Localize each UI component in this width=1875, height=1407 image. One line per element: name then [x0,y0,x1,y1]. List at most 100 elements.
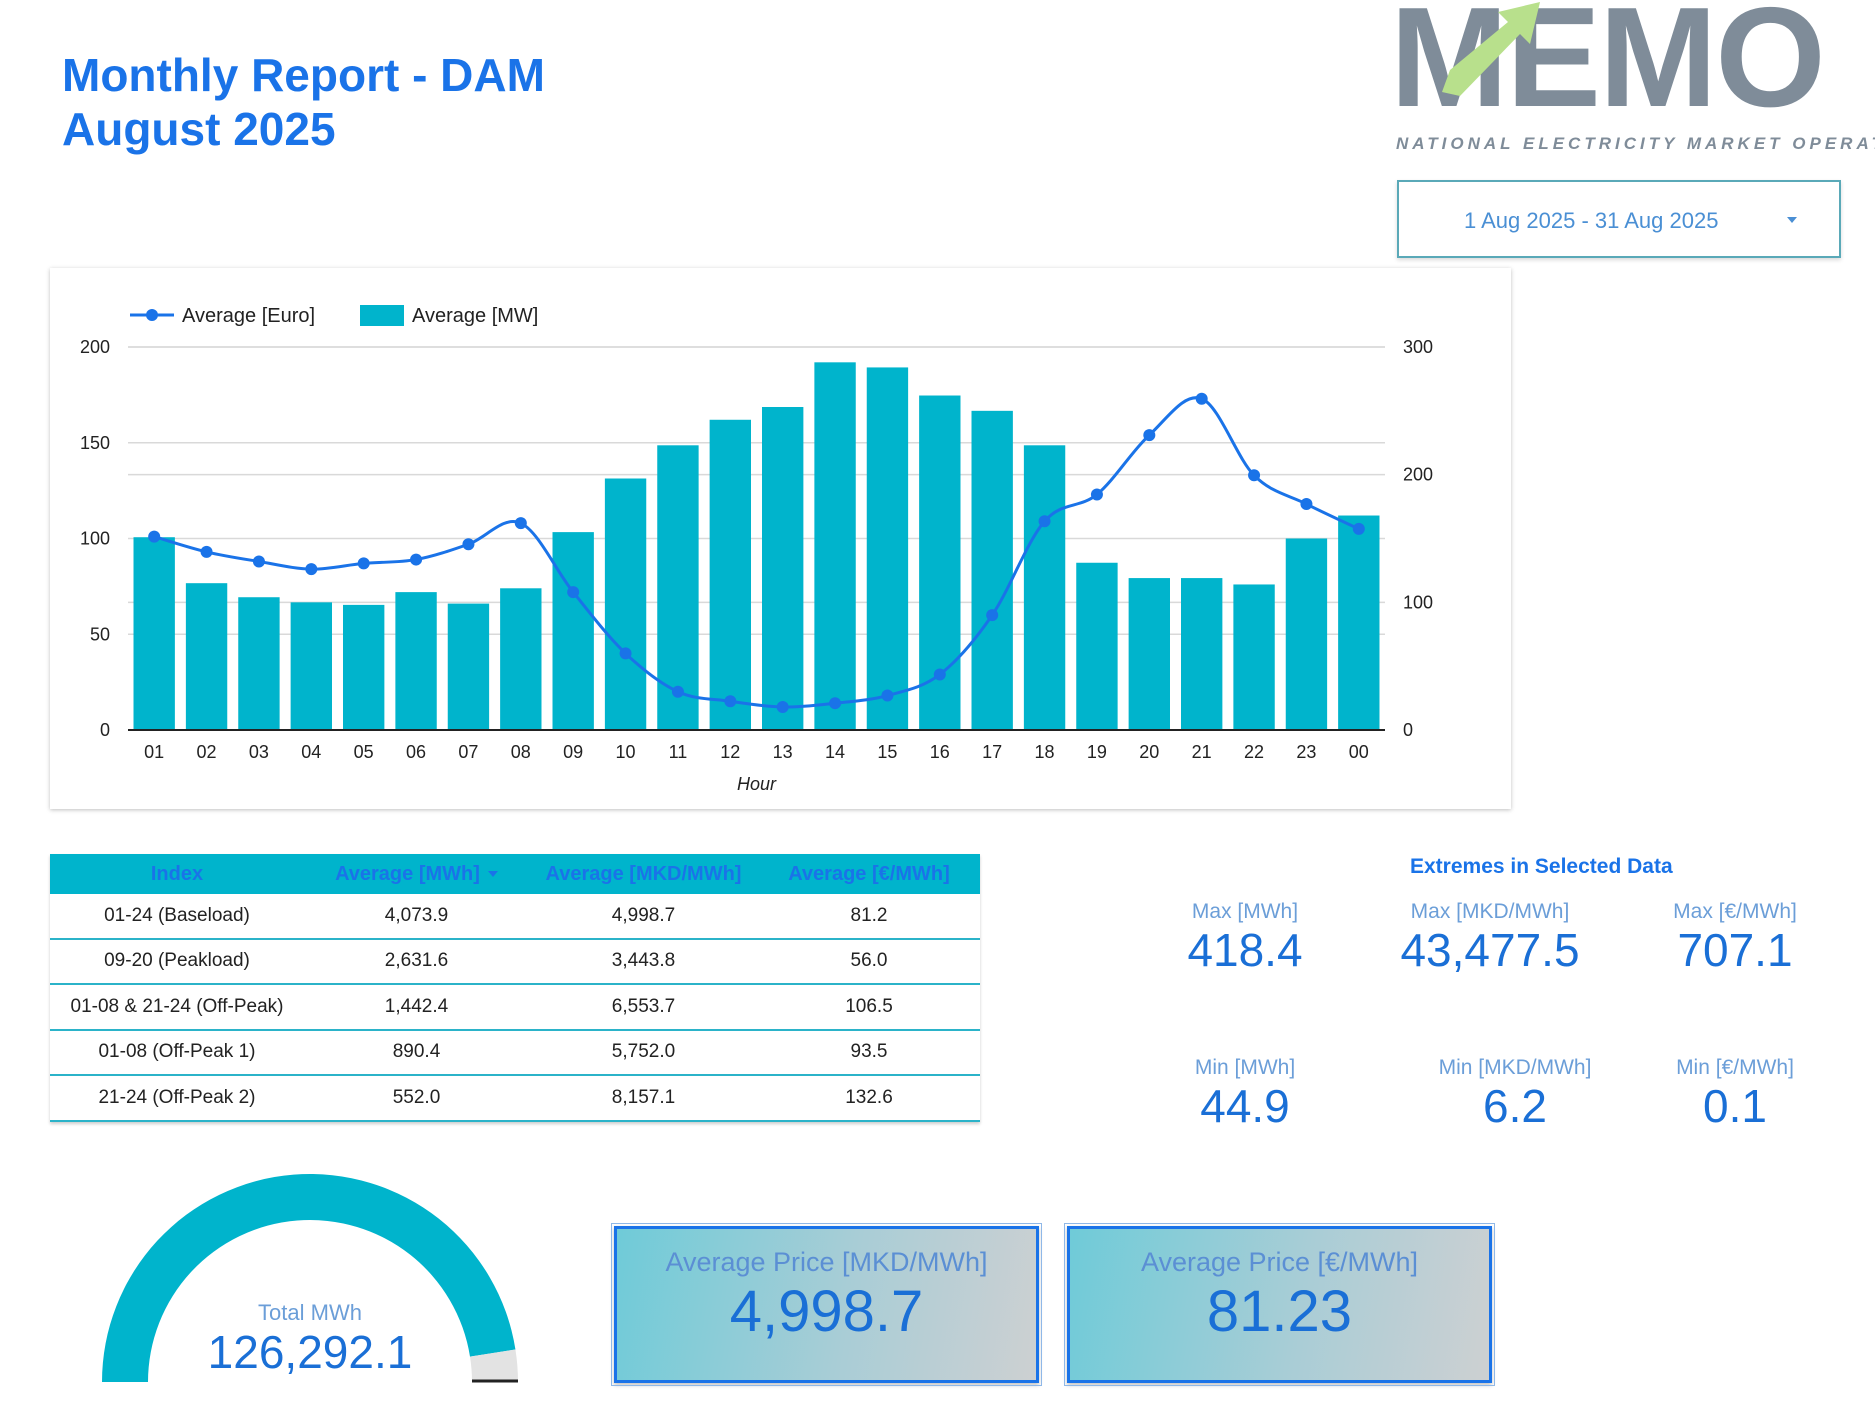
cell-avg-mkd: 6,553.7 [611,995,676,1017]
gauge-arc [102,1173,518,1383]
line-point-09 [567,586,580,599]
cell-index: 01-08 & 21-24 (Off-Peak) [70,995,284,1017]
y-left-tick-label: 50 [90,624,110,644]
kpi-min-mkd-label: Min [MKD/MWh] [1438,1056,1592,1079]
bar-09 [552,532,594,730]
line-point-19 [1090,488,1103,501]
x-tick-label: 21 [1192,742,1212,762]
line-series-average-euro [153,396,1360,709]
line-point-21 [1195,392,1208,405]
bar-08 [500,588,542,730]
x-tick-label: 01 [144,742,164,762]
bar-12 [709,419,752,730]
legend-label-euro: Average [Euro] [182,305,315,327]
line-point-12 [724,695,737,708]
cell-avg-mwh: 890.4 [392,1041,441,1063]
col-header-avg-mwh[interactable]: Average [MWh] [304,863,529,886]
y-right-tick-label: 100 [1403,592,1433,612]
legend-bar-swatch [360,305,404,326]
y-left-tick-label: 100 [80,529,110,549]
kpi-min-mwh-label: Min [MWh] [1194,1056,1296,1079]
col-header-avg-mwh-label: Average [MWh] [335,862,480,885]
kpi-max-mkd-label: Max [MKD/MWh] [1410,900,1570,923]
avg-price-eur-value: 81.23 [1206,1279,1353,1344]
avg-price-eur-label: Average Price [€/MWh] [1140,1247,1419,1277]
x-tick-label: 14 [825,742,845,762]
bar-20 [1128,578,1171,730]
kpi-max-mkd: Max [MKD/MWh] 43,477.5 [1390,900,1590,976]
line-point-08 [514,517,527,530]
line-point-05 [357,557,370,570]
x-tick-label: 15 [877,742,897,762]
legend-label-mw: Average [MW] [412,305,538,327]
x-tick-label: 16 [930,742,950,762]
line-point-10 [619,647,632,660]
bar-19 [1076,562,1118,730]
x-tick-label: 23 [1296,742,1316,762]
memo-logo: MEMO NATIONAL ELECTRICITY MARKET OPERATO… [1390,0,1875,160]
total-mwh-gauge: Total MWh 126,292.1 [95,1170,525,1390]
line-point-01 [148,530,161,543]
kpi-min-eur: Min [€/MWh] 0.1 [1660,1056,1810,1132]
col-header-index[interactable]: Index [150,862,204,885]
x-tick-label: 03 [249,742,269,762]
line-point-04 [305,563,318,576]
kpi-min-mkd-value: 6.2 [1483,1080,1547,1132]
bar-05 [342,604,385,730]
line-point-18 [1038,515,1051,528]
date-range-label: 1 Aug 2025 - 31 Aug 2025 [1464,208,1719,233]
x-tick-label: 19 [1087,742,1107,762]
cell-index: 01-08 (Off-Peak 1) [98,1041,256,1063]
bar-03 [238,597,280,730]
line-point-00 [1352,522,1365,535]
avg-price-eur-card: Average Price [€/MWh] 81.23 [1064,1223,1495,1386]
gauge-fill [102,1173,516,1382]
chevron-down-icon[interactable] [1787,217,1797,223]
avg-price-mkd-label: Average Price [MKD/MWh] [665,1247,988,1277]
cell-index: 21-24 (Off-Peak 2) [98,1086,256,1108]
logo-tagline: NATIONAL ELECTRICITY MARKET OPERATOR [1396,134,1875,153]
line-point-11 [671,685,684,698]
sort-desc-icon [487,871,498,878]
report-title: Monthly Report - DAM August 2025 [62,48,545,156]
kpi-max-mwh-label: Max [MWh] [1191,900,1299,923]
table-row: 09-20 (Peakload) 2,631.6 3,443.8 56.0 [50,940,980,985]
x-tick-label: 02 [197,742,217,762]
kpi-min-mwh: Min [MWh] 44.9 [1175,1056,1315,1132]
y-right-tick-label: 300 [1403,337,1433,357]
cell-index: 09-20 (Peakload) [104,950,250,972]
table-row: 01-24 (Baseload) 4,073.9 4,998.7 81.2 [50,894,980,940]
table-row: 21-24 (Off-Peak 2) 552.0 8,157.1 132.6 [50,1076,980,1122]
cell-avg-eur: 81.2 [850,904,888,926]
kpi-max-mwh: Max [MWh] 418.4 [1175,900,1315,976]
bar-02 [185,583,228,730]
kpi-min-eur-label: Min [€/MWh] [1676,1056,1794,1079]
y-left-tick-label: 0 [100,720,110,740]
cell-index: 01-24 (Baseload) [104,904,250,926]
cell-avg-mwh: 4,073.9 [384,904,449,926]
bar-13 [761,407,804,730]
col-header-avg-mkd[interactable]: Average [MKD/MWh] [545,862,742,885]
line-point-13 [776,701,789,714]
x-tick-label: 09 [563,742,583,762]
kpi-min-mkd: Min [MKD/MWh] 6.2 [1415,1056,1615,1132]
x-tick-label: 04 [301,742,321,762]
line-point-07 [462,538,475,551]
cell-avg-eur: 56.0 [850,950,888,972]
date-range-picker[interactable]: 1 Aug 2025 - 31 Aug 2025 [1397,180,1841,258]
avg-price-mkd-value: 4,998.7 [729,1279,924,1344]
line-point-23 [1300,498,1313,511]
cell-avg-eur: 106.5 [845,995,893,1017]
hourly-chart-card: 0 50 100 150 200 0 100 200 300 01 02 03 04 05 06 07 08 09… [50,268,1511,809]
bar-21 [1180,578,1223,730]
table-header: Index Average [MWh] Average [MKD/MWh] Av… [50,854,980,894]
line-point-03 [252,555,265,568]
cell-avg-mkd: 3,443.8 [611,950,676,972]
col-header-avg-eur[interactable]: Average [€/MWh] [788,862,950,885]
line-point-02 [200,545,213,558]
cell-avg-eur: 132.6 [845,1086,893,1108]
gauge-value: 126,292.1 [207,1326,413,1378]
line-point-17 [986,609,999,622]
line-point-06 [410,553,423,566]
